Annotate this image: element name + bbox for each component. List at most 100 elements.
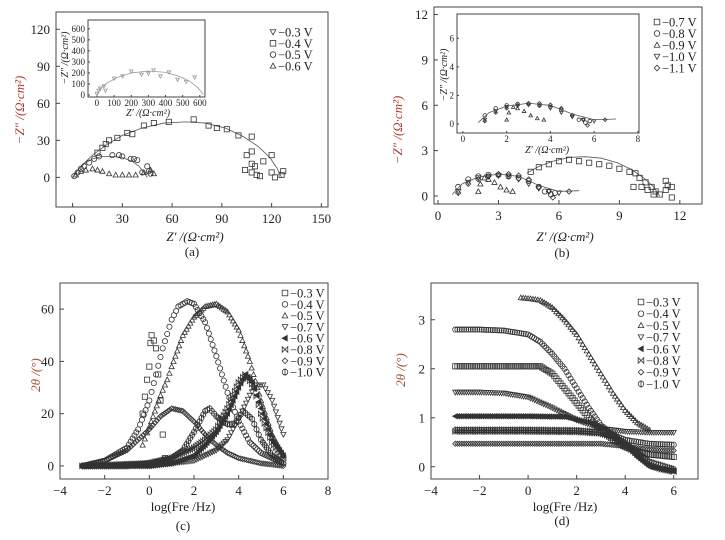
data-point xyxy=(99,144,106,151)
data-point xyxy=(646,440,653,447)
data-point xyxy=(596,161,603,168)
data-point xyxy=(455,189,462,197)
data-point xyxy=(192,75,198,80)
legend-item: −0.8 V xyxy=(637,354,681,368)
data-point xyxy=(560,440,567,447)
data-point xyxy=(170,357,177,364)
data-point xyxy=(272,409,280,416)
data-point xyxy=(597,440,605,447)
y-tick-label: 2 xyxy=(419,361,426,376)
data-point xyxy=(609,389,617,396)
data-point xyxy=(113,451,121,459)
data-point xyxy=(229,452,237,459)
data-point xyxy=(72,171,80,178)
data-point xyxy=(131,439,139,446)
data-point xyxy=(652,188,659,195)
data-point xyxy=(91,462,98,470)
data-point xyxy=(181,328,188,335)
x-tick-label: 150 xyxy=(312,211,332,226)
data-point xyxy=(648,446,655,453)
plot-area xyxy=(71,116,287,181)
data-point xyxy=(119,448,127,456)
fit-line xyxy=(477,102,617,123)
legend-item: −0.8 V xyxy=(281,343,325,357)
data-point xyxy=(166,70,172,76)
data-point xyxy=(257,460,265,467)
data-point xyxy=(639,439,646,446)
data-point xyxy=(602,117,608,123)
data-point xyxy=(246,439,253,446)
data-point xyxy=(139,72,145,78)
legend-marker-triangle-up-icon xyxy=(281,311,289,319)
x-tick-label: 0 xyxy=(69,211,76,226)
data-point xyxy=(531,440,538,447)
data-point xyxy=(268,398,276,405)
data-point xyxy=(280,454,287,462)
legend-label: −0.3 V xyxy=(646,296,681,310)
data-point xyxy=(514,329,521,336)
data-point xyxy=(469,326,476,333)
x-tick-label: 6 xyxy=(592,134,597,144)
legend-item: −0.5 V xyxy=(281,309,325,323)
data-point xyxy=(224,404,231,413)
data-point xyxy=(101,462,108,470)
y-tick-label: 100 xyxy=(72,79,86,89)
data-point xyxy=(106,137,113,144)
data-point xyxy=(276,420,283,427)
data-point xyxy=(248,441,255,448)
data-point xyxy=(644,446,651,453)
y-tick-label: 2 xyxy=(450,90,455,100)
data-point xyxy=(120,74,126,79)
data-point xyxy=(467,326,474,333)
plot-frame xyxy=(430,282,699,480)
data-point xyxy=(261,460,269,467)
data-point xyxy=(242,370,249,379)
data-point xyxy=(149,412,157,419)
data-point xyxy=(147,170,154,177)
data-point xyxy=(670,465,677,473)
data-point xyxy=(278,171,285,178)
legend-label: −1.0 V xyxy=(662,50,697,64)
data-point xyxy=(161,410,168,417)
legend-label: −0.3 V xyxy=(290,287,325,301)
data-point xyxy=(460,440,468,447)
data-point xyxy=(559,314,566,321)
x-tick-label: 8 xyxy=(636,134,641,144)
data-point xyxy=(153,402,161,409)
data-point xyxy=(251,383,258,392)
data-point xyxy=(83,462,90,470)
data-point xyxy=(476,326,483,333)
data-point xyxy=(183,440,190,448)
data-point xyxy=(541,117,547,122)
data-point xyxy=(226,400,233,408)
data-point xyxy=(637,445,644,452)
data-point xyxy=(134,157,141,164)
data-point xyxy=(280,459,287,467)
data-point xyxy=(229,317,237,324)
data-point xyxy=(255,398,262,406)
data-point xyxy=(595,366,603,373)
y-tick-label: 60 xyxy=(37,96,50,111)
data-point xyxy=(127,155,134,162)
data-point xyxy=(116,152,123,159)
legend-label: −0.7 V xyxy=(662,16,697,30)
series-1.0V xyxy=(79,404,287,470)
data-point xyxy=(666,447,673,454)
legend-marker-circle-icon xyxy=(653,30,661,37)
data-point xyxy=(121,448,129,455)
data-point xyxy=(119,153,126,160)
data-point xyxy=(569,115,575,120)
data-point xyxy=(613,395,621,402)
data-point xyxy=(493,110,499,115)
data-point xyxy=(164,407,172,415)
data-point xyxy=(606,441,613,448)
data-point xyxy=(639,445,647,452)
data-point xyxy=(205,122,212,129)
data-point xyxy=(509,188,516,194)
data-point xyxy=(250,371,257,377)
data-point xyxy=(266,394,274,401)
data-point xyxy=(475,176,482,183)
data-point xyxy=(112,171,119,178)
legend-item: −0.5 V xyxy=(637,319,681,333)
